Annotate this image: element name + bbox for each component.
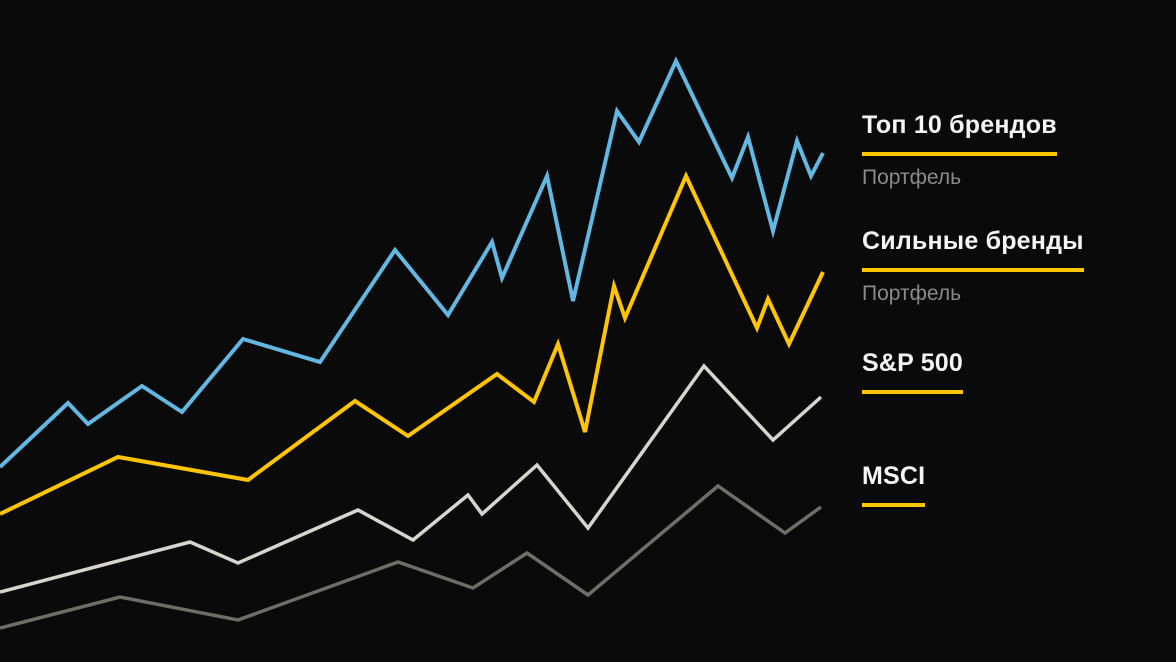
legend-title-sp500: S&P 500 — [862, 349, 964, 394]
legend-item-sp500: S&P 500 — [862, 349, 964, 394]
legend-title-strong-brands: Сильные бренды — [862, 227, 1084, 272]
legend-subtitle-top10-brands: Портфель — [862, 165, 962, 189]
legend-title-msci: MSCI — [862, 462, 926, 507]
series-line-msci — [0, 483, 823, 630]
series-line-s&p-500 — [0, 363, 823, 594]
series-line-сильные-бренды — [0, 171, 825, 516]
legend-item-msci: MSCI — [862, 462, 926, 507]
legend-subtitle-strong-brands: Портфель — [862, 281, 962, 305]
legend-item-top10-brands: Топ 10 брендов Портфель — [862, 111, 1057, 189]
series-line-топ-10-брендов — [0, 56, 825, 469]
legend-title-top10-brands: Топ 10 брендов — [862, 111, 1057, 156]
legend-item-strong-brands: Сильные бренды Портфель — [862, 227, 1084, 305]
